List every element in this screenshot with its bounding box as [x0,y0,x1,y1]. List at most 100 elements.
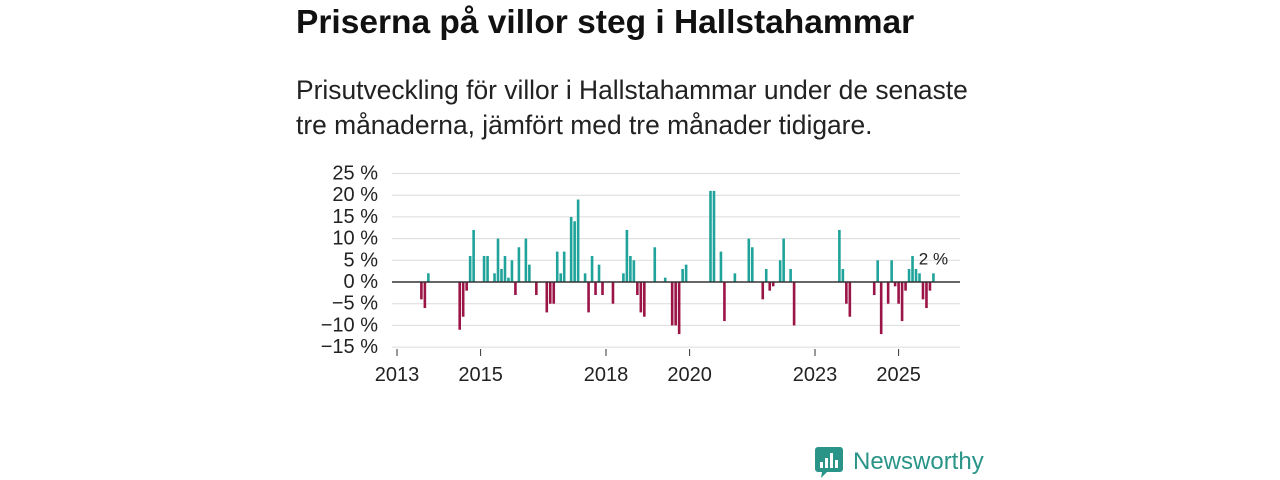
bar-positive [555,251,559,282]
bar-negative [771,282,775,287]
bar-positive [684,264,688,282]
bar-negative [886,282,890,304]
latest-value-label: 2 % [919,249,948,268]
bar-positive [503,255,507,282]
bar-negative [792,282,796,326]
bar-positive [890,260,893,282]
bar-positive [778,260,782,282]
bar-positive [622,273,625,282]
bar-positive [841,268,845,282]
bar-positive [663,277,667,282]
y-tick-label: −10 % [321,314,378,336]
y-axis-labels: 25 %20 %15 %10 %5 %0 %−5 %−10 %−15 % [321,163,378,359]
bar-positive [562,251,566,282]
bar-positive [510,260,514,282]
bar-positive [712,190,716,282]
bar-positive [747,238,751,282]
logo-text: Newsworthy [853,448,984,475]
chart-title: Priserna på villor steg i Hallstahammar [296,4,915,41]
bar-positive [932,273,935,282]
bar-negative [848,282,852,317]
bar-negative [636,282,639,296]
bar-positive [590,255,594,282]
bar-positive [876,260,879,282]
bar-positive [507,277,510,282]
bar-positive [914,268,918,282]
bar-positive [782,238,785,282]
bar-positive [653,247,657,282]
bar-positive [496,238,500,282]
bar-positive [500,268,503,282]
x-tick-label: 2020 [667,364,712,386]
y-tick-label: 5 % [344,249,379,271]
bar-positive [597,264,601,282]
bar-negative [423,282,427,309]
bar-positive [681,268,684,282]
bar-positive [625,229,629,282]
bar-negative [420,282,423,300]
bar-positive [486,255,489,282]
bar-negative [921,282,925,300]
bar-negative [872,282,876,296]
bar-negative [761,282,765,300]
bar-positive [583,273,587,282]
x-tick-label: 2015 [458,364,503,386]
bar-positive [838,229,841,282]
bar-negative [879,282,883,335]
bar-positive [719,251,723,282]
y-tick-label: 25 % [332,163,378,185]
bar-positive [733,273,737,282]
bar-negative [548,282,552,304]
y-tick-label: −5 % [332,293,378,315]
y-tick-label: 20 % [332,184,378,206]
bar-negative [845,282,848,304]
x-tick-label: 2025 [876,364,921,386]
bar-negative [925,282,928,309]
bar-positive [524,238,528,282]
bar-positive [559,273,563,282]
bar-negative [643,282,646,317]
bar-positive [907,268,911,282]
y-tick-label: −15 % [321,336,378,358]
newsworthy-logo: Newsworthy [815,446,984,478]
bar-negative [928,282,932,291]
bar-negative [535,282,538,296]
bar-negative [458,282,461,330]
bar-negative [677,282,681,335]
bar-positive [517,247,521,282]
bar-negative [461,282,465,317]
bars [420,190,935,335]
bar-negative [601,282,604,296]
bar-negative [897,282,900,304]
bar-negative [670,282,674,326]
newsworthy-logo-icon [815,446,843,478]
bar-positive [482,255,486,282]
price-change-bar-chart: 25 %20 %15 %10 %5 %0 %−5 %−10 %−15 % 201… [321,163,960,386]
bar-negative [768,282,772,291]
chart-subtitle: Prisutveckling för villor i Hallstahamma… [296,75,968,140]
bar-negative [639,282,643,313]
bar-positive [789,268,792,282]
bar-negative [594,282,597,296]
bar-negative [552,282,556,304]
bar-positive [573,221,576,282]
x-tick-label: 2018 [584,364,629,386]
bar-positive [493,273,496,282]
bar-negative [611,282,615,304]
bar-positive [528,264,531,282]
bar-positive [468,255,472,282]
bar-positive [427,273,430,282]
bar-negative [900,282,904,322]
y-tick-label: 10 % [332,228,378,250]
bar-positive [918,273,921,282]
bar-positive [629,255,632,282]
bar-positive [751,247,754,282]
bar-negative [893,282,897,287]
bar-negative [587,282,590,313]
bar-positive [632,260,636,282]
bar-positive [569,216,573,282]
bar-positive [764,268,768,282]
bar-negative [723,282,726,322]
bar-negative [674,282,677,326]
bar-negative [514,282,517,296]
